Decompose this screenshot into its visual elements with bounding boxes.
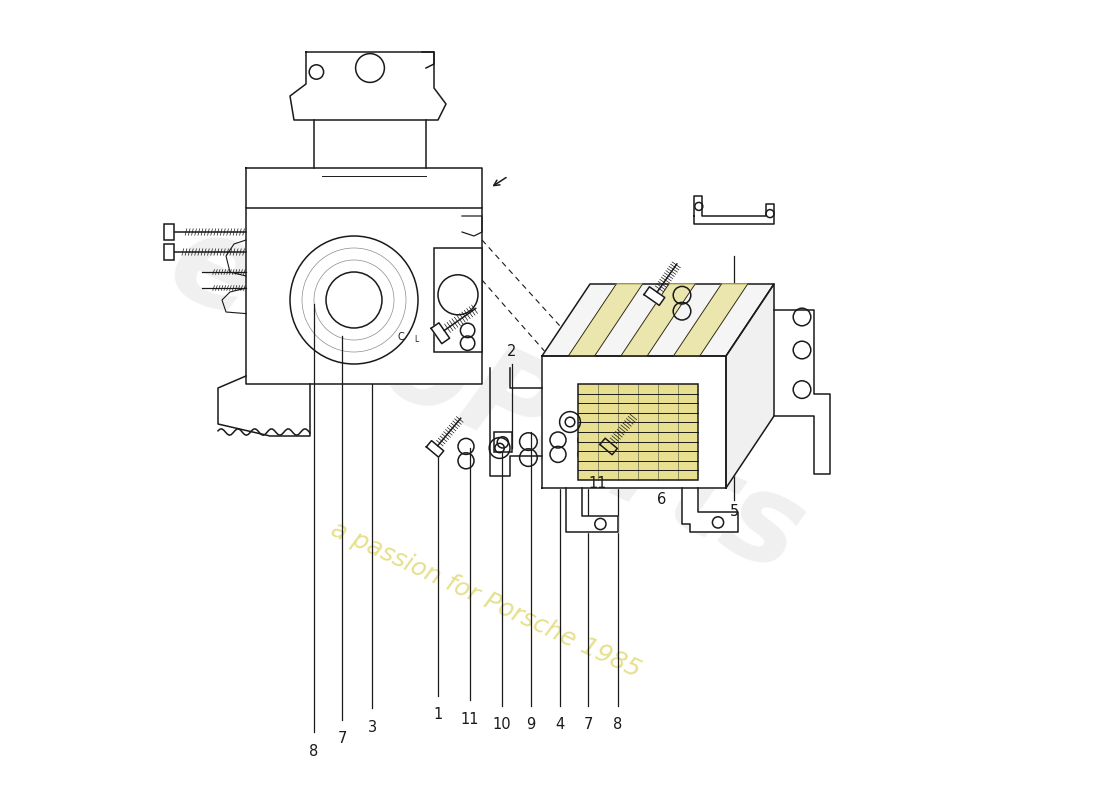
Text: 9: 9 <box>526 717 536 732</box>
Bar <box>434 248 482 352</box>
Text: 8: 8 <box>614 717 623 732</box>
Polygon shape <box>542 284 774 356</box>
Text: 4: 4 <box>556 717 564 732</box>
Polygon shape <box>682 488 738 532</box>
Text: 8: 8 <box>309 744 319 759</box>
Bar <box>164 244 174 260</box>
Text: a passion for Porsche 1985: a passion for Porsche 1985 <box>328 518 645 682</box>
Polygon shape <box>726 284 774 488</box>
Polygon shape <box>694 196 774 224</box>
Text: L: L <box>414 335 418 344</box>
Text: 11: 11 <box>461 712 480 727</box>
Polygon shape <box>673 284 748 356</box>
Polygon shape <box>620 284 695 356</box>
Text: 10: 10 <box>493 717 512 732</box>
Polygon shape <box>431 323 450 344</box>
Polygon shape <box>218 376 310 436</box>
Polygon shape <box>246 208 482 384</box>
Polygon shape <box>569 284 642 356</box>
Text: 7: 7 <box>338 731 346 746</box>
Text: 11: 11 <box>588 477 607 491</box>
Bar <box>494 432 512 452</box>
Text: 5: 5 <box>729 505 738 519</box>
Text: 7: 7 <box>584 717 593 732</box>
Polygon shape <box>644 286 664 306</box>
Text: 6: 6 <box>658 493 667 507</box>
Text: 3: 3 <box>367 720 377 735</box>
Bar <box>578 384 698 480</box>
Text: euroParts: euroParts <box>150 201 822 599</box>
Polygon shape <box>427 441 443 457</box>
Polygon shape <box>246 168 482 208</box>
Text: 2: 2 <box>507 345 516 359</box>
Bar <box>164 224 174 240</box>
Polygon shape <box>600 438 617 454</box>
Polygon shape <box>542 356 726 488</box>
Text: 1: 1 <box>433 707 442 722</box>
Polygon shape <box>566 488 618 532</box>
Text: C: C <box>398 332 405 342</box>
